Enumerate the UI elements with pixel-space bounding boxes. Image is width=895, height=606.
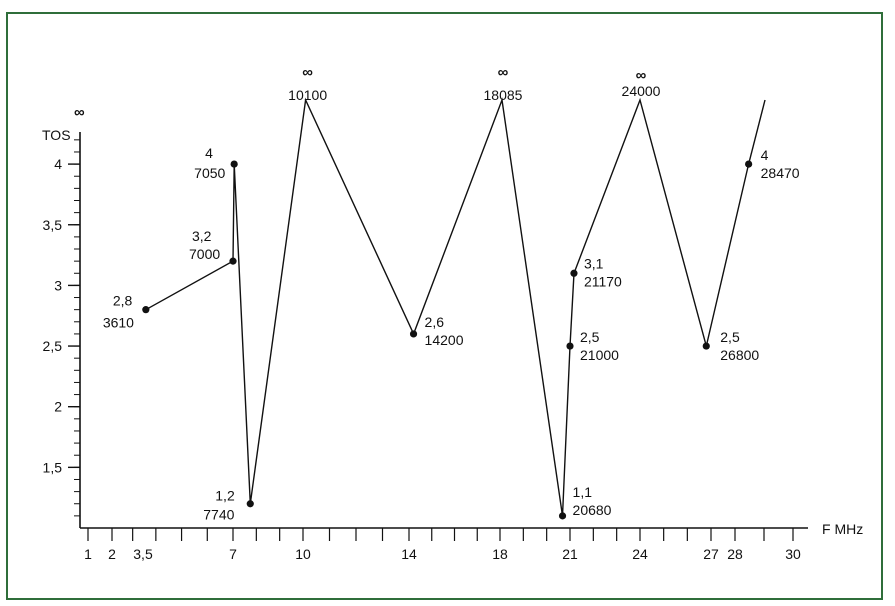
data-point-marker: [702, 342, 710, 350]
x-axis-title: F MHz: [822, 521, 863, 537]
axes: [68, 132, 808, 541]
y-tick-labels: 1,5 2 2,5 3 3,5 4: [43, 156, 63, 475]
data-point-marker: [229, 257, 237, 265]
point-frequency-label: 7000: [189, 246, 220, 262]
x-tick-label: 24: [632, 546, 648, 562]
x-tick-labels: 1 2 3,5 7 10 14 18 21 24 27 28 30: [84, 546, 801, 562]
x-tick-label: 2: [108, 546, 116, 562]
data-point-marker: [246, 500, 254, 508]
y-axis-infinity-symbol: ∞: [74, 104, 85, 121]
data-point-marker: [558, 512, 567, 520]
data-point-markers: [142, 160, 753, 520]
point-value-label: 2,8: [113, 293, 133, 309]
point-value-label: 1,1: [573, 484, 593, 500]
data-point-marker: [230, 160, 238, 168]
x-tick-label: 7: [229, 546, 237, 562]
data-point-labels: 2,8 3610 3,2 7000 4 7050 1,2 7740 ∞ 10100 2,6 14200…: [103, 64, 800, 523]
point-frequency-label: 21170: [584, 273, 622, 289]
point-frequency-label: 18085: [484, 87, 523, 103]
point-frequency-label: 3610: [103, 315, 134, 331]
point-value-label: 3,1: [584, 255, 604, 271]
point-value-label: 1,2: [215, 488, 235, 504]
y-axis-title: TOS: [42, 127, 71, 143]
point-value-label: ∞: [636, 67, 647, 84]
x-tick-label: 10: [295, 546, 311, 562]
point-value-label: 3,2: [192, 228, 212, 244]
y-tick-label: 2: [54, 399, 62, 415]
point-frequency-label: 24000: [622, 83, 661, 99]
x-tick-label: 1: [84, 546, 92, 562]
point-frequency-label: 7050: [194, 165, 225, 181]
x-tick-label: 30: [785, 546, 801, 562]
data-point-marker: [745, 160, 753, 168]
y-tick-label: 3: [54, 277, 62, 293]
x-tick-label: 18: [492, 546, 508, 562]
y-major-ticks: [68, 163, 80, 469]
data-point-marker: [566, 342, 574, 350]
point-frequency-label: 26800: [720, 347, 759, 363]
y-tick-label: 3,5: [43, 217, 63, 233]
point-value-label: 2,5: [720, 329, 740, 345]
y-tick-label: 4: [54, 156, 62, 172]
point-frequency-label: 20680: [573, 502, 612, 518]
point-frequency-label: 28470: [761, 165, 800, 181]
data-point-marker: [570, 269, 578, 277]
y-minor-ticks: [74, 139, 80, 517]
x-tick-label: 27: [703, 546, 719, 562]
x-tick-label: 3,5: [133, 546, 153, 562]
x-tick-label: 21: [562, 546, 578, 562]
point-value-label: 2,6: [425, 314, 445, 330]
data-point-marker: [409, 330, 418, 338]
x-tick-label: 28: [727, 546, 743, 562]
x-minor-ticks: [87, 528, 794, 541]
y-tick-label: 2,5: [43, 338, 63, 354]
point-value-label: ∞: [302, 64, 313, 81]
data-point-marker: [142, 306, 150, 314]
point-frequency-label: 14200: [425, 332, 464, 348]
point-value-label: 2,5: [580, 329, 600, 345]
point-value-label: ∞: [498, 64, 509, 81]
point-frequency-label: 21000: [580, 347, 619, 363]
point-value-label: 4: [205, 145, 213, 161]
y-tick-label: 1,5: [43, 459, 63, 475]
tos-series: [145, 97, 766, 517]
x-tick-label: 14: [401, 546, 417, 562]
point-value-label: 4: [761, 147, 769, 163]
point-frequency-label: 7740: [203, 507, 234, 523]
point-frequency-label: 10100: [288, 87, 327, 103]
tos-line-tail: [747, 99, 766, 165]
